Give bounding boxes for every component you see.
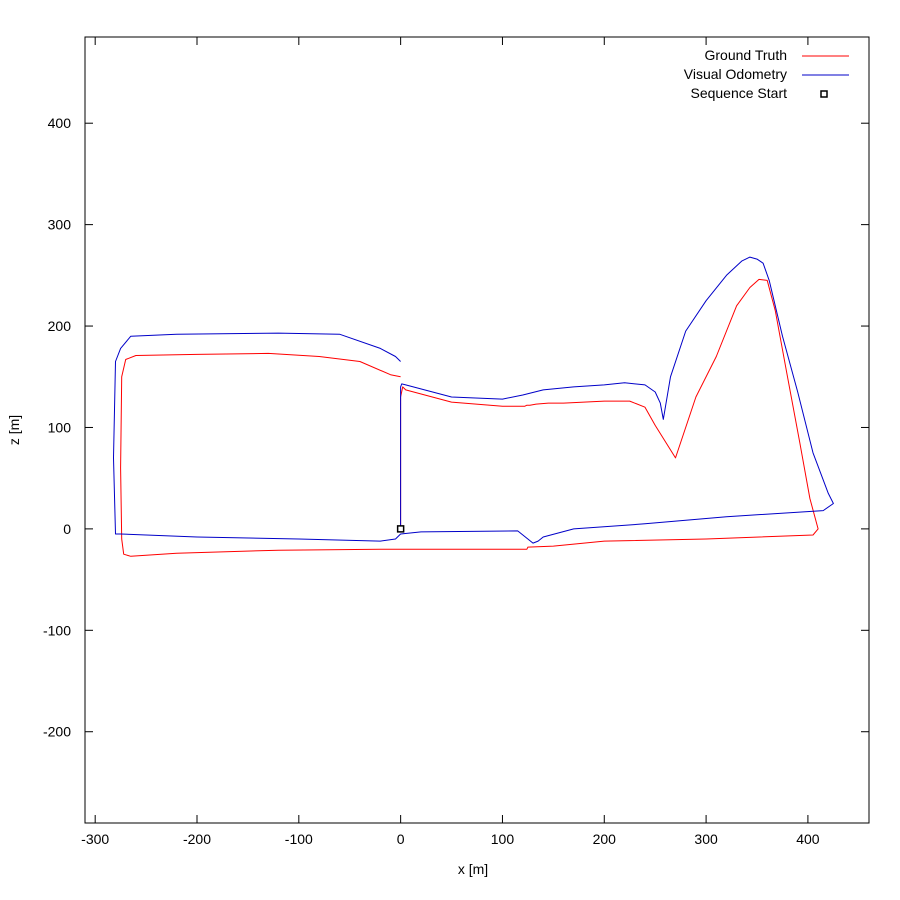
x-axis-label: x [m] [458, 861, 488, 877]
series-layer [113, 256, 834, 557]
legend-label-sequence-start: Sequence Start [690, 85, 787, 101]
legend-label-ground-truth: Ground Truth [705, 47, 788, 63]
legend-marker-sequence-start [820, 90, 828, 98]
y-tick-label: 200 [48, 318, 72, 334]
x-tick-label: 300 [694, 831, 718, 847]
y-tick-label: 300 [48, 217, 72, 233]
x-tick-label: -200 [183, 831, 211, 847]
x-tick-label: 0 [397, 831, 405, 847]
y-tick-label: -100 [43, 622, 71, 638]
y-axis-label: z [m] [6, 415, 22, 445]
x-tick-label: -100 [285, 831, 313, 847]
y-tick-label: 100 [48, 419, 72, 435]
tick-layer: -300 -200 -100 0 100 200 300 400 -200 -100 0 100 200… [43, 37, 869, 847]
sequence-start-marker [396, 525, 405, 533]
y-tick-label: 400 [48, 115, 72, 131]
y-tick-label: -200 [43, 724, 71, 740]
y-tick-label: 0 [63, 521, 71, 537]
legend-label-visual-odometry: Visual Odometry [684, 66, 787, 82]
x-tick-label: 400 [796, 831, 820, 847]
x-tick-label: -300 [81, 831, 109, 847]
plot-frame [84, 36, 870, 824]
x-tick-label: 100 [491, 831, 515, 847]
legend: Ground Truth Visual Odometry Sequence St… [684, 47, 849, 101]
series-line-ground-truth [120, 278, 819, 557]
x-tick-label: 200 [593, 831, 617, 847]
marker-layer [396, 525, 405, 533]
series-line-visual-odometry [113, 256, 834, 544]
